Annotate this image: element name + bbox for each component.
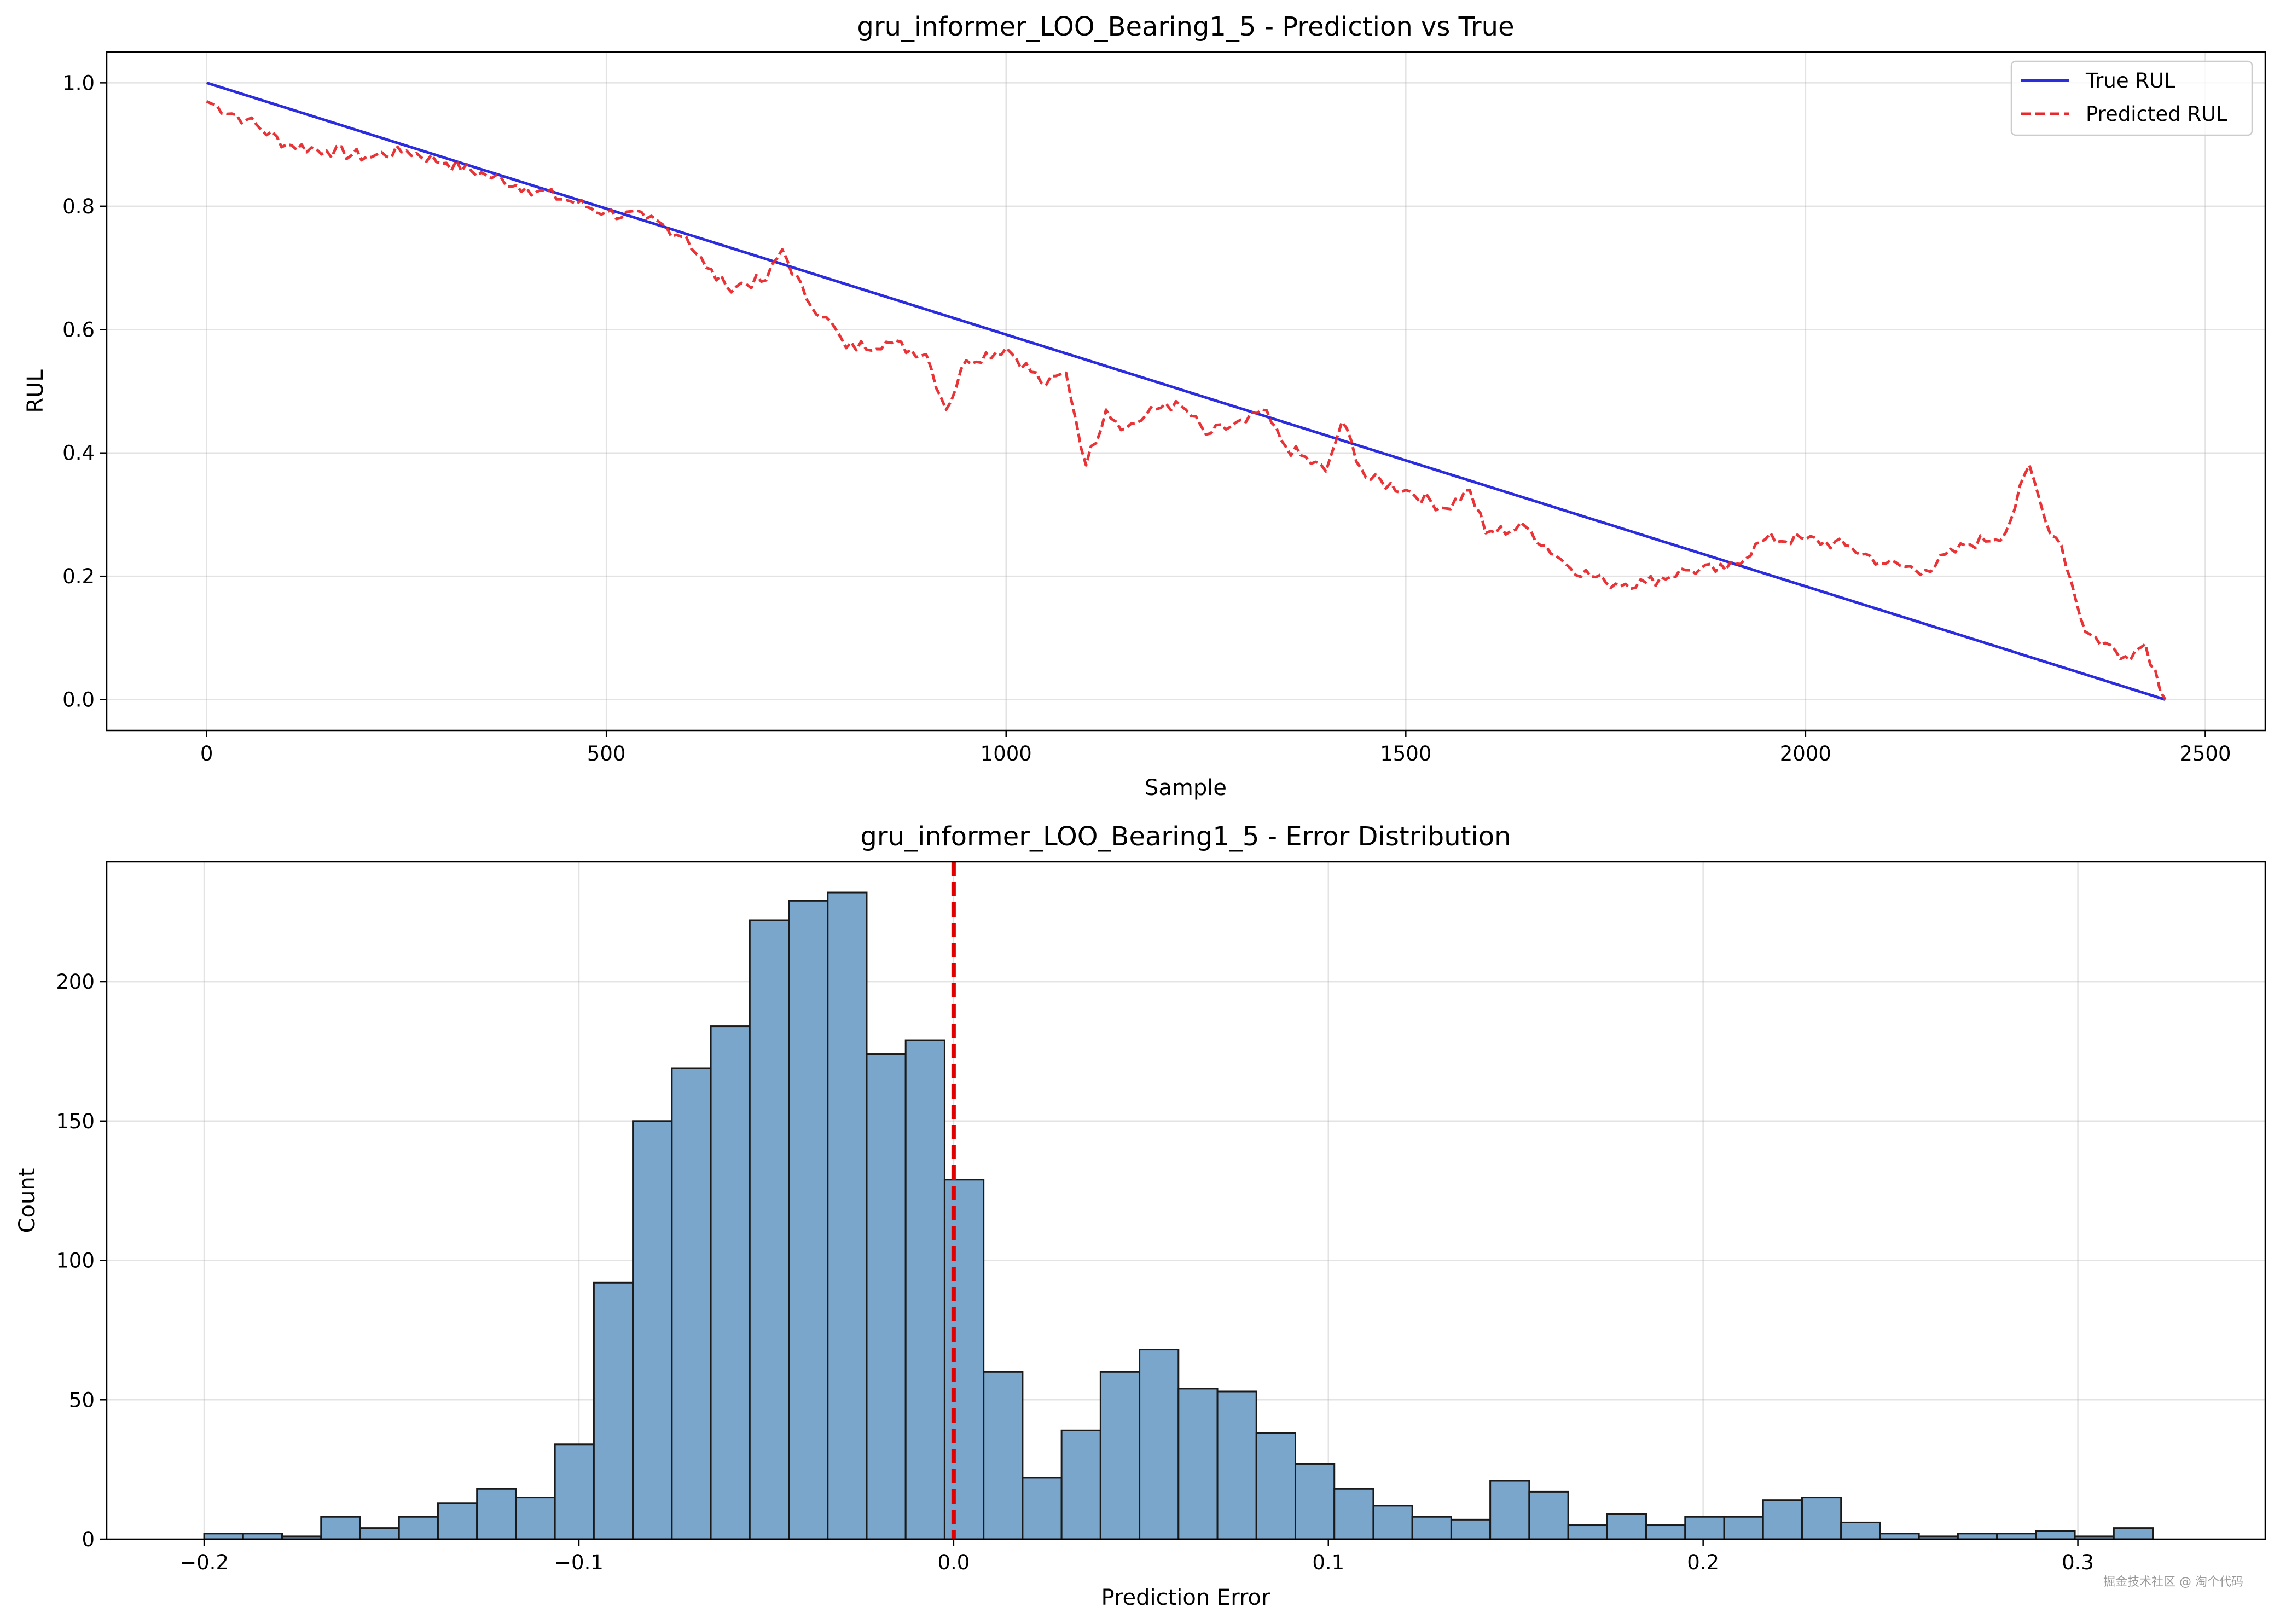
bottom-x-tick-label: 0.1 xyxy=(1312,1551,1344,1574)
watermark: 掘金技术社区 @ 淘个代码 xyxy=(2103,1575,2243,1589)
histogram-bar xyxy=(476,1488,517,1540)
histogram-bar xyxy=(1840,1521,1881,1540)
bottom-y-tick-label: 100 xyxy=(56,1249,95,1273)
top-plot-frame xyxy=(106,51,2266,732)
top-chart-title: gru_informer_LOO_Bearing1_5 - Prediction… xyxy=(857,11,1514,42)
top-y-tick-label: 0.2 xyxy=(62,565,95,588)
histogram-bar xyxy=(320,1516,361,1540)
histogram-bar xyxy=(1372,1505,1413,1540)
histogram-bar xyxy=(749,919,790,1540)
histogram-bar xyxy=(515,1497,556,1540)
histogram-bar xyxy=(1528,1490,1569,1540)
histogram-bar xyxy=(554,1443,595,1540)
histogram-bar xyxy=(1879,1533,1920,1540)
bottom-y-tick-label: 50 xyxy=(69,1388,95,1412)
histogram-bar xyxy=(1645,1524,1686,1540)
histogram-bar xyxy=(1606,1513,1647,1540)
top-x-axis-label: Sample xyxy=(1145,775,1227,801)
top-y-tick-label: 0.8 xyxy=(62,195,95,218)
histogram-bar xyxy=(203,1533,244,1540)
histogram-bar xyxy=(1022,1477,1063,1540)
bottom-chart-title: gru_informer_LOO_Bearing1_5 - Error Dist… xyxy=(860,821,1511,852)
top-x-tick-label: 1500 xyxy=(1380,742,1431,765)
bottom-y-tick-label: 150 xyxy=(56,1110,95,1133)
histogram-bar xyxy=(827,891,868,1540)
histogram-bars xyxy=(203,891,2154,1540)
bottom-x-tick-label: −0.1 xyxy=(554,1551,604,1574)
top-x-tick-label: 2000 xyxy=(1780,742,1831,765)
histogram-bar xyxy=(437,1502,478,1540)
prediction-vs-true-chart: 0 500 1000 1500 2000 2500 0.0 0.2 0.4 0.6 0.8 1.0 g… xyxy=(23,11,2266,801)
top-ticks: 0 500 1000 1500 2000 2500 0.0 0.2 0.4 0.6 0.8 1.0 xyxy=(62,71,2231,765)
top-x-tick-label: 1000 xyxy=(981,742,1032,765)
legend-true-label: True RUL xyxy=(2085,69,2175,92)
histogram-bar xyxy=(2035,1530,2076,1540)
histogram-bar xyxy=(710,1025,751,1540)
predicted-rul-line xyxy=(206,100,2167,700)
histogram-bar xyxy=(1762,1499,1803,1540)
histogram-bar xyxy=(1294,1463,1336,1540)
bottom-y-axis-label: Count xyxy=(15,1168,40,1233)
histogram-bar xyxy=(1957,1533,1998,1540)
bottom-y-tick-label: 200 xyxy=(56,970,95,994)
histogram-bar xyxy=(1567,1524,1608,1540)
bottom-x-tick-label: 0.2 xyxy=(1687,1551,1719,1574)
bottom-x-axis-label: Prediction Error xyxy=(1101,1585,1270,1610)
histogram-bar xyxy=(1723,1516,1764,1540)
bottom-x-tick-label: −0.2 xyxy=(179,1551,229,1574)
histogram-bar xyxy=(1801,1497,1842,1540)
histogram-bar xyxy=(1139,1349,1180,1540)
legend-box xyxy=(2010,60,2253,136)
legend: True RUL Predicted RUL xyxy=(2010,60,2253,136)
top-y-tick-label: 0.6 xyxy=(62,318,95,341)
error-distribution-chart: −0.2 −0.1 0.0 0.1 0.2 0.3 0 50 100 150 200 gru_inf… xyxy=(15,821,2266,1610)
histogram-bar xyxy=(632,1120,673,1540)
histogram-bar xyxy=(2113,1527,2154,1540)
top-y-tick-label: 0.0 xyxy=(62,688,95,712)
histogram-bar xyxy=(1216,1390,1257,1540)
histogram-bar xyxy=(866,1053,907,1540)
histogram-bar xyxy=(671,1067,712,1540)
histogram-bar xyxy=(788,900,829,1540)
top-series xyxy=(206,81,2167,701)
histogram-bar xyxy=(1411,1516,1452,1540)
histogram-bar xyxy=(983,1371,1024,1540)
histogram-bar xyxy=(593,1281,634,1540)
histogram-bar xyxy=(943,1179,985,1540)
histogram-bar xyxy=(1099,1371,1141,1540)
bottom-ticks: −0.2 −0.1 0.0 0.1 0.2 0.3 0 50 100 150 200 xyxy=(56,970,2094,1574)
bottom-y-tick-label: 0 xyxy=(82,1528,95,1551)
top-y-axis-label: RUL xyxy=(23,369,48,413)
top-grid xyxy=(107,52,2265,730)
bottom-plot-frame xyxy=(106,861,2266,1540)
bottom-x-tick-label: 0.0 xyxy=(937,1551,970,1574)
histogram-bar xyxy=(1996,1533,2037,1540)
top-x-tick-label: 0 xyxy=(200,742,213,765)
legend-pred-label: Predicted RUL xyxy=(2086,102,2227,126)
histogram-bar xyxy=(1333,1488,1374,1540)
true-rul-line xyxy=(206,81,2166,701)
top-y-tick-label: 0.4 xyxy=(62,442,95,465)
top-x-tick-label: 2500 xyxy=(2179,742,2231,765)
histogram-bar xyxy=(1489,1480,1530,1540)
histogram-bar xyxy=(359,1527,400,1540)
histogram-bar xyxy=(242,1533,283,1540)
histogram-bar xyxy=(1060,1429,1101,1540)
histogram-bar xyxy=(1450,1518,1492,1540)
top-x-tick-label: 500 xyxy=(587,742,626,765)
top-y-tick-label: 1.0 xyxy=(62,71,95,95)
histogram-bar xyxy=(398,1516,439,1540)
bottom-x-tick-label: 0.3 xyxy=(2062,1551,2094,1574)
histogram-bar xyxy=(1255,1432,1296,1540)
histogram-bar xyxy=(1684,1516,1725,1540)
histogram-bar xyxy=(1177,1388,1219,1540)
histogram-bar xyxy=(904,1039,945,1540)
